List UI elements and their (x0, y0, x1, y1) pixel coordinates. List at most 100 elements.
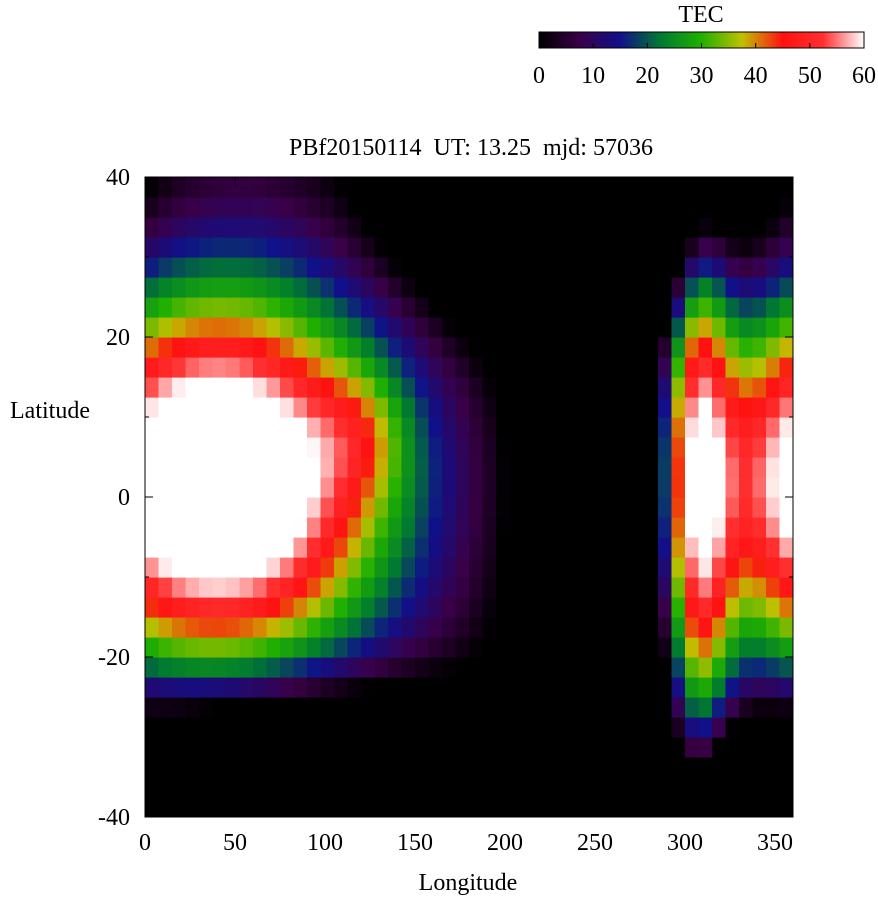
heatmap-cell (604, 737, 619, 758)
heatmap-cell (145, 717, 160, 738)
heatmap-cell (469, 457, 484, 478)
heatmap-cell (698, 737, 713, 758)
heatmap-cell (766, 277, 781, 298)
heatmap-cell (401, 557, 416, 578)
heatmap-cell (428, 257, 443, 278)
heatmap-cell (401, 177, 416, 198)
heatmap-cell (266, 217, 281, 238)
heatmap-cell (604, 597, 619, 618)
heatmap-cell (361, 217, 376, 238)
heatmap-cell (725, 197, 740, 218)
heatmap-cell (752, 257, 767, 278)
heatmap-cell (442, 357, 457, 378)
heatmap-cell (469, 297, 484, 318)
heatmap-cell (361, 517, 376, 538)
heatmap-cell (401, 237, 416, 258)
heatmap-cell (212, 197, 227, 218)
heatmap-cell (401, 417, 416, 438)
heatmap-cell (428, 497, 443, 518)
heatmap-cell (685, 497, 700, 518)
heatmap-cell (658, 657, 673, 678)
heatmap-cell (199, 697, 214, 718)
heatmap-cell (577, 377, 592, 398)
heatmap-cell (523, 257, 538, 278)
heatmap-cell (185, 537, 200, 558)
heatmap-cell (617, 717, 632, 738)
heatmap-cell (509, 397, 524, 418)
heatmap-cell (577, 337, 592, 358)
heatmap-cell (563, 717, 578, 738)
heatmap-cell (523, 357, 538, 378)
heatmap-cell (428, 177, 443, 198)
heatmap-cell (698, 657, 713, 678)
heatmap-cell (361, 257, 376, 278)
heatmap-cell (455, 657, 470, 678)
heatmap-cell (482, 437, 497, 458)
heatmap-cell (536, 317, 551, 338)
y-axis-label: Latitude (10, 398, 90, 424)
heatmap-cell (739, 797, 754, 817)
heatmap-cell (563, 777, 578, 798)
heatmap-cell (739, 657, 754, 678)
heatmap-cell (145, 597, 160, 618)
heatmap-cell (604, 257, 619, 278)
heatmap-cell (752, 437, 767, 458)
heatmap-cell (172, 777, 187, 798)
heatmap-cell (509, 377, 524, 398)
heatmap-cell (158, 317, 173, 338)
heatmap-cell (239, 677, 254, 698)
heatmap-cell (496, 297, 511, 318)
heatmap-cell (496, 197, 511, 218)
heatmap-cell (374, 197, 389, 218)
heatmap-cell (347, 617, 362, 638)
heatmap-cell (523, 417, 538, 438)
heatmap-cell (428, 417, 443, 438)
heatmap-cell (442, 437, 457, 458)
heatmap-cell (536, 617, 551, 638)
heatmap-cell (145, 577, 160, 598)
heatmap-cell (455, 337, 470, 358)
heatmap-cell (347, 497, 362, 518)
heatmap-cell (428, 517, 443, 538)
heatmap-cell (320, 797, 335, 817)
heatmap-cell (361, 537, 376, 558)
heatmap-cell (158, 497, 173, 518)
heatmap-cell (239, 277, 254, 298)
heatmap-cell (280, 697, 295, 718)
chart-title: PBf20150114 UT: 13.25 mjd: 57036 (289, 135, 653, 161)
heatmap-cell (145, 657, 160, 678)
colorbar-tick-label: 10 (581, 63, 605, 89)
heatmap-cell (536, 497, 551, 518)
colorbar-tick-label: 50 (798, 63, 822, 89)
heatmap-cell (212, 397, 227, 418)
heatmap-cell (212, 597, 227, 618)
heatmap-cell (604, 217, 619, 238)
heatmap-cell (226, 457, 241, 478)
heatmap-cell (347, 417, 362, 438)
heatmap-cell (172, 637, 187, 658)
heatmap-cell (631, 217, 646, 238)
heatmap-cell (496, 317, 511, 338)
heatmap-cell (266, 537, 281, 558)
heatmap-cell (590, 257, 605, 278)
heatmap-cell (280, 457, 295, 478)
heatmap-cell (145, 297, 160, 318)
heatmap-cell (428, 797, 443, 817)
heatmap-cell (779, 597, 793, 618)
heatmap-cell (617, 697, 632, 718)
heatmap-cell (239, 317, 254, 338)
heatmap-cell (536, 757, 551, 778)
heatmap-cell (496, 257, 511, 278)
heatmap-cell (442, 697, 457, 718)
heatmap-cell (374, 277, 389, 298)
heatmap-cell (671, 217, 686, 238)
heatmap-cell (199, 397, 214, 418)
heatmap-cell (509, 317, 524, 338)
heatmap-cell (779, 797, 793, 817)
heatmap-cell (347, 797, 362, 817)
heatmap-cell (550, 417, 565, 438)
heatmap-cell (280, 397, 295, 418)
heatmap-cell (658, 337, 673, 358)
heatmap-cell (725, 777, 740, 798)
heatmap-cell (550, 297, 565, 318)
